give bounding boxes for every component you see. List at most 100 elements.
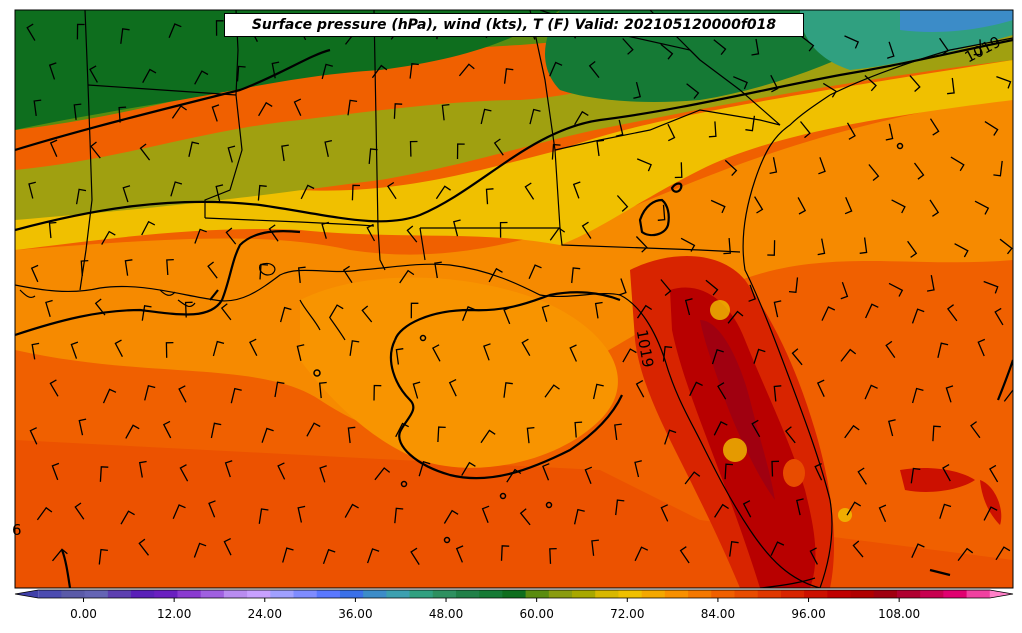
wind-barb (114, 339, 123, 358)
wind-barb (588, 60, 600, 79)
colorbar-swatch (873, 590, 898, 598)
wind-barb (891, 199, 906, 214)
wind-barb (615, 119, 624, 137)
wind-barb (70, 341, 79, 359)
wind-barb (859, 237, 868, 254)
wind-barb (767, 240, 776, 256)
wind-barb (977, 338, 986, 357)
wind-barb (929, 199, 940, 217)
wind-barb (321, 221, 330, 239)
wind-barb (443, 509, 459, 524)
wind-barb (74, 502, 85, 520)
wind-barb (322, 548, 336, 565)
wind-barb (236, 65, 246, 82)
wind-barb (211, 104, 220, 122)
wind-barb (713, 421, 728, 436)
wind-barb (684, 298, 693, 316)
wind-barb (911, 308, 925, 324)
wind-barb (448, 379, 457, 397)
wind-barb (122, 185, 131, 203)
colorbar-swatch (572, 590, 596, 598)
wind-barb (456, 143, 465, 160)
wind-barb (179, 464, 189, 482)
wind-barb (393, 103, 403, 119)
colorbar-swatch (455, 590, 480, 598)
wind-barb (437, 426, 446, 443)
wind-barb (528, 264, 542, 280)
wind-barb (500, 545, 510, 561)
wind-barb (888, 282, 904, 297)
wind-barb (708, 121, 717, 138)
colorbar-outline (14, 589, 1014, 599)
wind-barb (723, 238, 732, 255)
wind-barb (574, 421, 583, 438)
wind-barb (344, 503, 359, 518)
wind-barb (852, 540, 864, 558)
colorbar-swatch (409, 590, 434, 598)
wind-barb (188, 141, 200, 157)
wind-barb (996, 75, 1012, 89)
wind-barb (551, 143, 561, 160)
wind-barb (814, 463, 823, 481)
wind-barb (434, 261, 442, 279)
wind-barb (957, 547, 974, 561)
wind-barb (542, 463, 550, 481)
wind-barb (194, 70, 209, 85)
wind-barb (349, 340, 360, 356)
wind-barb (945, 385, 954, 403)
wind-barb (51, 548, 68, 562)
wind-barb (622, 38, 634, 55)
wind-barb (168, 23, 182, 39)
wind-barb (995, 546, 1011, 561)
wind-barb (193, 542, 207, 558)
colorbar-swatch (363, 590, 387, 598)
wind-barb (395, 348, 404, 365)
wind-barb (742, 500, 752, 518)
wind-barb (488, 267, 503, 283)
wind-barb (480, 108, 492, 125)
wind-barb (984, 121, 999, 136)
wind-barb (215, 20, 224, 36)
wind-barb (524, 182, 535, 200)
wind-barb (993, 160, 1003, 177)
wind-barb (220, 303, 232, 321)
wind-barb (503, 382, 513, 398)
colorbar-swatch (595, 590, 619, 598)
wind-barb (727, 310, 744, 324)
wind-barb (592, 383, 604, 400)
wind-barb (80, 259, 89, 277)
wind-barb (277, 462, 286, 480)
wind-barb (954, 243, 969, 258)
colorbar-swatch (780, 590, 805, 598)
pressure-contours (15, 38, 1013, 588)
wind-barb (410, 547, 420, 565)
wind-barb (910, 467, 921, 484)
wind-barb (674, 162, 683, 179)
wind-barb (162, 420, 172, 439)
wind-barb (94, 298, 106, 316)
wind-barb (90, 141, 101, 159)
colorbar-tick-label: 48.00 (429, 607, 463, 621)
wind-barb (817, 238, 826, 256)
wind-barb (947, 77, 955, 95)
colorbar-swatch (896, 590, 921, 598)
colorbar-swatch (734, 590, 759, 598)
wind-barb (809, 547, 818, 565)
wind-barb (230, 387, 242, 404)
wind-barb (30, 264, 39, 283)
colorbar-swatch (386, 590, 411, 598)
wind-barb (581, 221, 592, 239)
wind-barb (409, 62, 419, 79)
wind-barb (942, 464, 951, 482)
wind-barb (503, 68, 514, 84)
wind-barb (711, 348, 724, 365)
wind-barb (347, 99, 358, 116)
wind-barb (994, 307, 1004, 326)
colorbar-tick-label: 60.00 (519, 607, 553, 621)
contour-label-6-west: 6 (12, 521, 22, 539)
wind-barb (773, 300, 782, 318)
wind-barb (342, 265, 353, 284)
wind-barb (657, 204, 666, 221)
wind-barb (172, 504, 186, 520)
